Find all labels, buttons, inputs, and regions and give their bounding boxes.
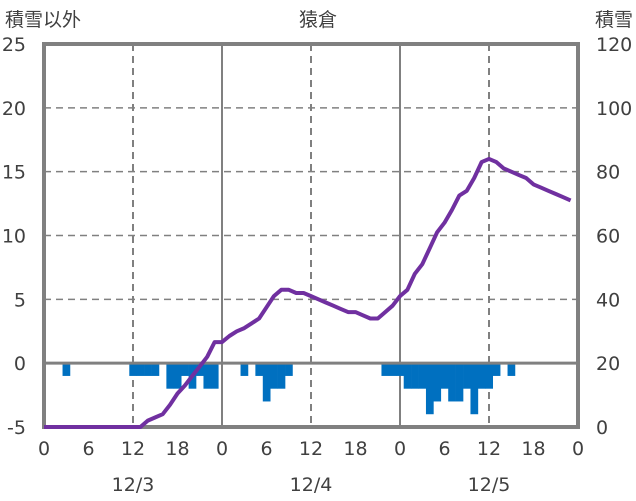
- x-tick-label: 6: [438, 438, 450, 460]
- bar: [173, 363, 182, 389]
- left-tick-label: 20: [2, 98, 26, 120]
- day-label: 12/3: [112, 474, 155, 496]
- bar: [62, 363, 71, 376]
- x-tick-label: 12: [121, 438, 145, 460]
- bar: [403, 363, 412, 389]
- bar: [411, 363, 419, 389]
- bar: [203, 363, 212, 389]
- x-tick-label: 18: [521, 438, 545, 460]
- bar: [181, 363, 189, 376]
- bar: [470, 363, 479, 415]
- bar: [507, 363, 516, 376]
- x-tick-label: 6: [260, 438, 272, 460]
- bar: [210, 363, 219, 389]
- snow-depth-line: [44, 156, 572, 429]
- left-tick-label: 10: [2, 226, 26, 248]
- left-tick-label: 15: [2, 162, 26, 184]
- bar: [196, 363, 204, 376]
- bar-series: [62, 363, 516, 415]
- bar: [144, 363, 152, 376]
- x-tick-label: 0: [572, 438, 584, 460]
- x-tick-label: 0: [38, 438, 50, 460]
- bar: [425, 363, 434, 415]
- x-tick-label: 6: [82, 438, 94, 460]
- x-tick-label: 18: [343, 438, 367, 460]
- bar: [262, 363, 271, 402]
- bar: [455, 363, 464, 402]
- bar: [477, 363, 486, 389]
- bar: [277, 363, 286, 389]
- right-tick-label: 20: [596, 353, 620, 375]
- bar: [448, 363, 456, 402]
- left-tick-label: 5: [14, 289, 26, 311]
- x-tick-label: 0: [394, 438, 406, 460]
- plot-frame: [42, 42, 580, 429]
- bar: [418, 363, 427, 389]
- right-tick-label: 40: [596, 289, 620, 311]
- bar: [129, 363, 138, 376]
- bar: [396, 363, 405, 376]
- right-tick-label: 60: [596, 226, 620, 248]
- bar: [381, 363, 390, 376]
- right-tick-label: 120: [596, 34, 632, 56]
- x-tick-label: 12: [299, 438, 323, 460]
- chart-title: 猿倉: [299, 9, 337, 31]
- bar: [492, 363, 501, 376]
- day-label: 12/5: [468, 474, 511, 496]
- bar: [240, 363, 249, 376]
- right-tick-label: 80: [596, 162, 620, 184]
- bar: [270, 363, 278, 389]
- x-tick-label: 18: [165, 438, 189, 460]
- right-tick-label: 100: [596, 98, 632, 120]
- bar: [136, 363, 145, 376]
- x-tick-label: 12: [477, 438, 501, 460]
- day-label: 12/4: [290, 474, 333, 496]
- bar: [440, 363, 449, 389]
- plot-border: [42, 42, 580, 429]
- left-tick-label: 25: [2, 34, 26, 56]
- right-tick-label: 0: [596, 417, 608, 439]
- bar: [388, 363, 397, 376]
- left-tick-label: -5: [7, 417, 26, 439]
- bar: [285, 363, 293, 376]
- bar: [166, 363, 175, 389]
- bar: [463, 363, 471, 389]
- bar: [433, 363, 442, 402]
- bar: [485, 363, 494, 389]
- left-tick-label: 0: [14, 353, 26, 375]
- x-tick-label: 0: [216, 438, 228, 460]
- left-axis-title: 積雪以外: [5, 9, 81, 31]
- bar: [151, 363, 160, 376]
- bar: [255, 363, 264, 376]
- right-axis-title: 積雪: [595, 9, 633, 31]
